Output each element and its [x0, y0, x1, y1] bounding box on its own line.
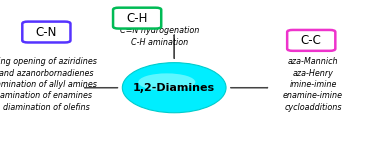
Text: C-H: C-H	[127, 12, 148, 25]
FancyBboxPatch shape	[113, 8, 161, 29]
FancyBboxPatch shape	[22, 22, 70, 42]
Text: C-N: C-N	[36, 26, 57, 38]
Text: C=N hydrogenation
C-H amination: C=N hydrogenation C-H amination	[120, 26, 199, 47]
FancyBboxPatch shape	[287, 30, 335, 51]
Ellipse shape	[122, 63, 226, 113]
Text: aza-Mannich
aza-Henry
imine-imine
enamine-imine
cycloadditions: aza-Mannich aza-Henry imine-imine enamin…	[283, 57, 343, 112]
Ellipse shape	[138, 73, 195, 91]
Text: C-C: C-C	[301, 34, 322, 47]
Text: ring opening of aziridines
and azanorbornadienes
amination of allyl amines
amina: ring opening of aziridines and azanorbor…	[0, 57, 97, 112]
Text: 1,2-Diamines: 1,2-Diamines	[133, 83, 215, 93]
